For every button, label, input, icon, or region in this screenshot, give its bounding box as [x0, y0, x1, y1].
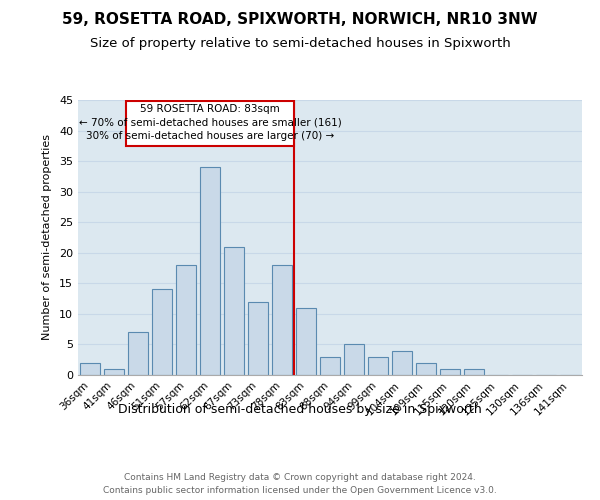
Bar — [440, 369, 460, 375]
Text: Contains public sector information licensed under the Open Government Licence v3: Contains public sector information licen… — [103, 486, 497, 495]
Y-axis label: Number of semi-detached properties: Number of semi-detached properties — [42, 134, 52, 340]
Text: Size of property relative to semi-detached houses in Spixworth: Size of property relative to semi-detach… — [89, 38, 511, 51]
Bar — [464, 369, 484, 375]
Bar — [80, 363, 100, 375]
Bar — [152, 290, 172, 375]
Bar — [200, 167, 220, 375]
Bar — [320, 356, 340, 375]
Bar — [392, 350, 412, 375]
Bar — [224, 246, 244, 375]
Text: 59 ROSETTA ROAD: 83sqm: 59 ROSETTA ROAD: 83sqm — [140, 104, 280, 115]
Text: 59, ROSETTA ROAD, SPIXWORTH, NORWICH, NR10 3NW: 59, ROSETTA ROAD, SPIXWORTH, NORWICH, NR… — [62, 12, 538, 28]
Bar — [128, 332, 148, 375]
Bar — [296, 308, 316, 375]
Text: Distribution of semi-detached houses by size in Spixworth: Distribution of semi-detached houses by … — [118, 402, 482, 415]
Text: 30% of semi-detached houses are larger (70) →: 30% of semi-detached houses are larger (… — [86, 130, 334, 140]
Bar — [248, 302, 268, 375]
Bar — [416, 363, 436, 375]
Text: ← 70% of semi-detached houses are smaller (161): ← 70% of semi-detached houses are smalle… — [79, 118, 341, 128]
Bar — [344, 344, 364, 375]
Bar — [126, 101, 294, 146]
Bar — [104, 369, 124, 375]
Bar — [176, 265, 196, 375]
Text: Contains HM Land Registry data © Crown copyright and database right 2024.: Contains HM Land Registry data © Crown c… — [124, 472, 476, 482]
Bar — [368, 356, 388, 375]
Bar — [272, 265, 292, 375]
